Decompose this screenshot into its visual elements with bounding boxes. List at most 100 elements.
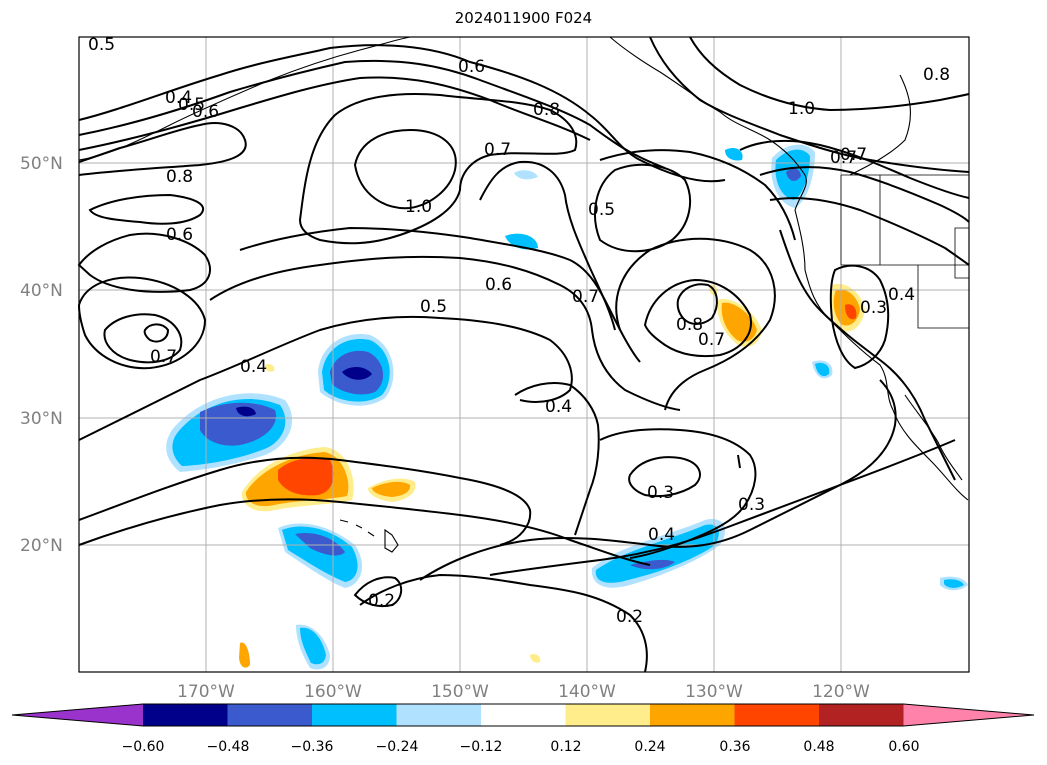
contour-line-0.8 (643, 278, 752, 358)
contour-line-0.2 (359, 573, 648, 673)
contour-label: 0.3 (860, 298, 887, 318)
map-frame (78, 36, 970, 673)
contour-line (78, 498, 651, 566)
contour-line-0.5-loop (594, 163, 692, 253)
contour-line-0.6-loop (88, 193, 205, 225)
contour-label: 0.3 (647, 483, 674, 503)
contour-label: 0.7 (698, 330, 725, 350)
colorbar-outline (11, 703, 1035, 727)
contour-label: 0.5 (178, 95, 205, 115)
lon-label-160w: 160°W (304, 682, 362, 702)
colorbar: −0.60 −0.48 −0.36 −0.24 −0.12 0.12 0.24 … (11, 703, 1035, 755)
contour-label: 0.6 (192, 102, 219, 122)
contour-line-1.0 (353, 128, 457, 210)
contour-line (77, 276, 207, 370)
lat-label-50n: 50°N (20, 154, 63, 174)
contour-label: 0.8 (676, 315, 703, 335)
colorbar-tick-label: 0.36 (719, 739, 750, 755)
graticule (79, 37, 969, 672)
longitude-labels: 170°W 160°W 150°W 140°W 130°W 120°W (177, 682, 870, 702)
lon-label-170w: 170°W (177, 682, 235, 702)
colorbar-tick-label: −0.24 (376, 739, 419, 755)
positive-region-west (241, 447, 416, 512)
colorbar-segment (396, 704, 481, 726)
hawaii-chain (339, 519, 375, 537)
contour-line (77, 232, 211, 293)
lon-label-140w: 140°W (558, 682, 616, 702)
coastlines (78, 36, 970, 553)
contour-line (599, 149, 796, 241)
contour-line (78, 122, 247, 176)
negative-region-small (296, 170, 968, 670)
contour-label: 1.0 (405, 197, 432, 217)
colorbar-segment (565, 704, 650, 726)
hawaii-island (384, 528, 399, 553)
canada-coast (849, 74, 911, 176)
border-box (954, 227, 970, 279)
latitude-labels: 50°N 40°N 30°N 20°N (20, 154, 63, 556)
contour-line-0.3-long (489, 439, 956, 576)
alaska-bc-coast (609, 36, 807, 211)
contour-line-0.7 (479, 160, 616, 331)
contour-line (769, 197, 970, 266)
contour-line (78, 59, 666, 169)
contour-line-0.5 (209, 255, 681, 411)
contour-line (78, 76, 591, 151)
contour-line-0.6 (239, 226, 641, 363)
lat-label-20n: 20°N (20, 536, 63, 556)
contour-line-1.0 (649, 36, 970, 173)
contour-label: 0.8 (533, 100, 560, 120)
contour-label: 0.7 (150, 347, 177, 367)
colorbar-segment (650, 704, 735, 726)
colorbar-tick-label: 0.48 (803, 739, 834, 755)
contour-label: 0.7 (484, 140, 511, 160)
lon-label-150w: 150°W (431, 682, 489, 702)
colorbar-segment (734, 704, 819, 726)
us-mexico-coast (794, 209, 969, 501)
colorbar-segment (143, 704, 228, 726)
colorbar-tick-label: 0.60 (888, 739, 919, 755)
lat-label-40n: 40°N (20, 281, 63, 301)
contour-line-0.7-ring (615, 237, 776, 411)
contour-line-0.2-loop (353, 576, 403, 608)
contour-label: 0.5 (88, 35, 115, 55)
colorbar-segment (819, 704, 904, 726)
negative-region-subtropical (591, 519, 725, 588)
contour-line-0.3-loop (628, 456, 701, 498)
contour-label: 0.4 (888, 285, 915, 305)
contour-label: 1.0 (788, 99, 815, 119)
contour-line-0.7 (739, 139, 970, 199)
shaded-fields (166, 144, 968, 670)
contour-line (419, 379, 897, 581)
contour-label: 0.8 (923, 65, 950, 85)
colorbar-tick-label: 0.24 (634, 739, 665, 755)
baja-coast (904, 394, 963, 481)
contour-label: 0.5 (420, 297, 447, 317)
contour-line (78, 44, 726, 183)
colorbar-segment (227, 704, 312, 726)
lon-label-120w: 120°W (812, 682, 870, 702)
contour-label: 0.7 (572, 287, 599, 307)
positive-region-east (239, 283, 865, 668)
contour-label: 0.2 (368, 591, 395, 611)
colorbar-tick-label: −0.36 (291, 739, 334, 755)
contour-lines (77, 36, 970, 673)
colorbar-ticks: −0.60 −0.48 −0.36 −0.24 −0.12 0.12 0.24 … (122, 739, 920, 755)
colorbar-segment (481, 704, 566, 726)
colorbar-tick-label: −0.48 (207, 739, 250, 755)
contour-label: 0.6 (485, 275, 512, 295)
contour-line (759, 166, 970, 223)
contour-label: 0.5 (588, 200, 615, 220)
contour-label: 0.4 (545, 397, 572, 417)
negative-region-coast (725, 144, 815, 208)
contour-labels: 0.5 0.4 0.5 0.6 0.6 0.8 1.0 0.7 0.8 0.6 … (88, 35, 950, 627)
contour-line (689, 36, 970, 112)
negative-region-south (278, 523, 363, 588)
contour-label: 0.7 (840, 145, 867, 165)
colorbar-segment (312, 704, 397, 726)
contour-label: 0.6 (166, 225, 193, 245)
contour-line (143, 323, 170, 343)
colorbar-segments (11, 703, 1035, 727)
colorbar-extend-min (12, 704, 143, 726)
map-title: 2024011900 F024 (454, 9, 593, 27)
